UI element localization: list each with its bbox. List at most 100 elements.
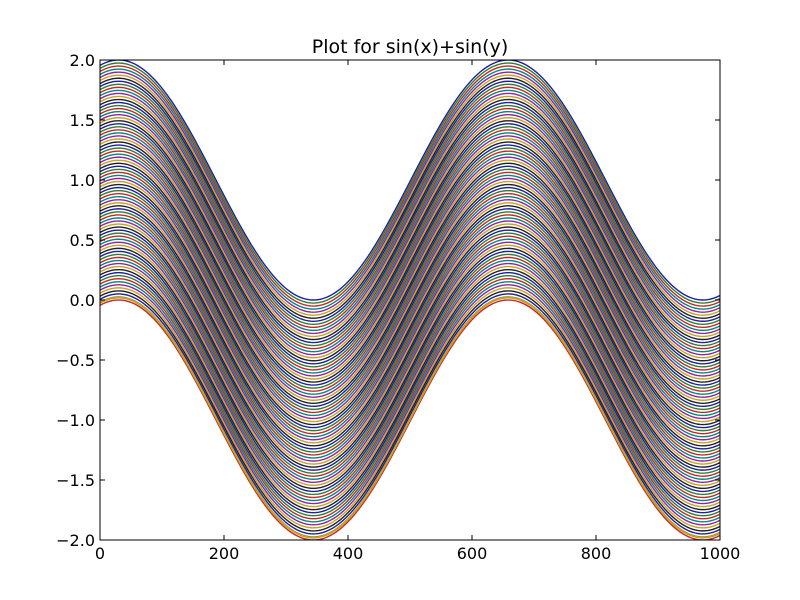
series-line <box>100 284 720 526</box>
series-line <box>100 220 720 462</box>
series-line <box>100 250 720 493</box>
series-line <box>100 101 720 344</box>
y-tick-label: 1.0 <box>70 171 95 190</box>
series-line <box>100 171 720 414</box>
y-axis: −2.0 −1.5 −1.0 −0.5 0.0 0.5 1.0 1.5 2.0 <box>56 51 720 550</box>
x-tick-label: 400 <box>333 544 364 563</box>
x-axis: 0 200 400 600 800 1000 <box>95 60 740 563</box>
y-tick-label: 1.5 <box>70 111 95 130</box>
series-line <box>100 247 720 490</box>
series-line <box>100 117 720 359</box>
y-tick-label: −1.0 <box>56 411 95 430</box>
series-line <box>100 232 720 474</box>
x-tick-label: 800 <box>581 544 612 563</box>
series-line <box>100 208 720 450</box>
series-line <box>100 275 720 517</box>
series-line <box>100 186 720 429</box>
series-line <box>100 180 720 423</box>
y-tick-label: −0.5 <box>56 351 95 370</box>
series-line <box>100 113 720 356</box>
series-line <box>100 92 720 335</box>
series-line <box>100 217 720 459</box>
series-line <box>100 68 720 310</box>
series-line <box>100 177 720 420</box>
series-line <box>100 235 720 477</box>
series-line <box>100 268 720 511</box>
series-line <box>100 80 720 322</box>
series-line <box>100 287 720 529</box>
series-line <box>100 153 720 395</box>
series-line <box>100 123 720 365</box>
series-line <box>100 65 720 307</box>
series-line <box>100 132 720 374</box>
series-line <box>100 89 720 332</box>
series-line <box>100 159 720 401</box>
series-line <box>100 141 720 383</box>
series-line <box>100 196 720 438</box>
series-line <box>100 147 720 389</box>
y-tick-label: 0.0 <box>70 291 95 310</box>
series-line-highlight <box>100 296 720 539</box>
series-line <box>100 144 720 386</box>
series-line <box>100 244 720 487</box>
series-line <box>100 293 720 535</box>
series-line <box>100 211 720 453</box>
y-tick-label: 2.0 <box>70 51 95 70</box>
series-line <box>100 205 720 447</box>
series-line <box>100 129 720 371</box>
series-line <box>100 189 720 432</box>
series-line <box>100 241 720 483</box>
series-line <box>100 135 720 377</box>
series-line <box>100 107 720 350</box>
series-line <box>100 226 720 468</box>
series-line <box>100 104 720 347</box>
series-line <box>100 138 720 380</box>
series-line <box>100 95 720 338</box>
series-line <box>100 74 720 316</box>
series-line <box>100 223 720 465</box>
series-line <box>100 256 720 499</box>
series-line <box>100 120 720 362</box>
y-tick-label: −1.5 <box>56 471 95 490</box>
y-tick-label: −2.0 <box>56 531 95 550</box>
series-line <box>100 98 720 341</box>
y-tick-label: 0.5 <box>70 231 95 250</box>
series-line <box>100 168 720 411</box>
series-line <box>100 77 720 319</box>
x-tick-label: 200 <box>209 544 240 563</box>
series-line <box>100 71 720 313</box>
series-line <box>100 290 720 532</box>
series-line <box>100 262 720 505</box>
series-line <box>100 265 720 508</box>
chart-title: Plot for sin(x)+sin(y) <box>312 36 509 58</box>
series-line <box>100 86 720 329</box>
series-line <box>100 156 720 398</box>
series-line <box>100 110 720 353</box>
series-line <box>100 83 720 326</box>
series-line <box>100 229 720 471</box>
plot-curves <box>100 60 720 540</box>
series-line <box>100 199 720 441</box>
series-line <box>100 162 720 404</box>
series-line <box>100 174 720 417</box>
series-line <box>100 253 720 496</box>
series-line <box>100 259 720 502</box>
series-line <box>100 299 720 540</box>
series-line <box>100 281 720 523</box>
series-line <box>100 238 720 480</box>
x-tick-label: 600 <box>457 544 488 563</box>
series-line <box>100 278 720 520</box>
series-line <box>100 165 720 408</box>
series-line <box>100 183 720 426</box>
series-line <box>100 126 720 368</box>
series-line <box>100 202 720 444</box>
series-line <box>100 271 720 514</box>
series-line <box>100 192 720 435</box>
series-line <box>100 60 720 301</box>
series-line <box>100 214 720 456</box>
x-tick-label: 1000 <box>700 544 741 563</box>
series-line <box>100 150 720 392</box>
x-tick-label: 0 <box>95 544 105 563</box>
series-line <box>100 62 720 304</box>
